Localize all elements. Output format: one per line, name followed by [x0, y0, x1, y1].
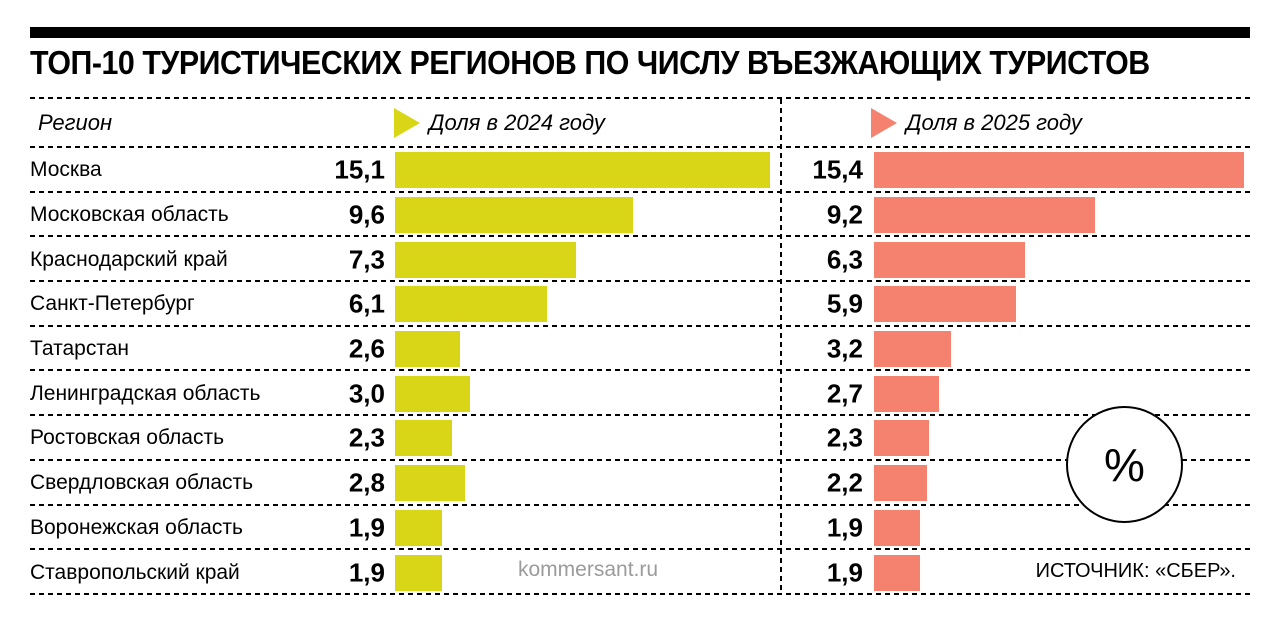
- value-2025: 2,3: [826, 422, 863, 453]
- region-label: Ставропольский край: [30, 560, 240, 584]
- legend-2024-label: Доля в 2024 году: [429, 109, 605, 135]
- value-2024: 6,1: [348, 288, 385, 319]
- page-title: ТОП-10 ТУРИСТИЧЕСКИХ РЕГИОНОВ ПО ЧИСЛУ В…: [30, 44, 1150, 81]
- region-label: Ленинградская область: [30, 381, 261, 405]
- bar-2025: [874, 152, 1244, 189]
- value-2025: 2,2: [826, 467, 863, 498]
- value-2025: 2,7: [826, 378, 863, 409]
- bar-2024: [395, 509, 443, 546]
- region-label: Ростовская область: [30, 426, 225, 450]
- region-label: Московская область: [30, 203, 229, 227]
- column-separator: [780, 99, 782, 595]
- divider-under-header: [30, 146, 1250, 148]
- legend-2025-label: Доля в 2025 году: [906, 109, 1082, 135]
- bar-2025: [874, 375, 939, 412]
- value-2024: 2,8: [348, 467, 385, 498]
- bar-2025: [874, 331, 951, 368]
- watermark: kommersant.ru: [518, 558, 659, 581]
- region-label: Краснодарский край: [30, 247, 228, 271]
- bar-2024: [395, 152, 770, 189]
- chart-row: Ленинградская область 3,0 2,7: [0, 371, 1280, 416]
- value-2025: 1,9: [826, 557, 863, 588]
- value-2024: 3,0: [348, 378, 385, 409]
- bar-2025: [874, 241, 1026, 278]
- chart-row: Ростовская область 2,3 2,3: [0, 416, 1280, 461]
- divider-under-title: [30, 97, 1250, 99]
- bar-2024: [395, 465, 465, 502]
- bar-2024: [395, 331, 460, 368]
- value-2024: 1,9: [348, 512, 385, 543]
- bar-2024: [395, 554, 443, 591]
- region-column-label: Регион: [38, 109, 113, 135]
- value-2025: 3,2: [826, 333, 863, 364]
- region-label: Татарстан: [30, 337, 130, 361]
- value-2025: 6,3: [826, 244, 863, 275]
- bar-2024: [395, 420, 453, 457]
- chart-row: Татарстан 2,6 3,2: [0, 327, 1280, 372]
- bar-2024: [395, 286, 547, 323]
- region-label: Санкт-Петербург: [30, 292, 195, 316]
- bar-2025: [874, 197, 1095, 234]
- legend-2024-marker-icon: [394, 107, 420, 138]
- bar-2024: [395, 375, 470, 412]
- value-2024: 1,9: [348, 557, 385, 588]
- value-2024: 2,6: [348, 333, 385, 364]
- value-2025: 5,9: [826, 288, 863, 319]
- value-2025: 15,4: [812, 154, 863, 185]
- source-credit: ИСТОЧНИК: «СБЕР».: [1035, 560, 1236, 582]
- chart-row: Краснодарский край 7,3 6,3: [0, 237, 1280, 282]
- value-2025: 1,9: [826, 512, 863, 543]
- value-2025: 9,2: [826, 199, 863, 230]
- bar-2025: [874, 286, 1016, 323]
- bar-2025: [874, 465, 927, 502]
- region-label: Воронежская область: [30, 515, 243, 539]
- bar-2024: [395, 241, 577, 278]
- chart-header: Регион Доля в 2024 году Доля в 2025 году: [0, 99, 1280, 146]
- value-2024: 15,1: [334, 154, 385, 185]
- value-2024: 2,3: [348, 422, 385, 453]
- chart-row: Москва 15,1 15,4: [0, 148, 1280, 193]
- region-label: Свердловская область: [30, 471, 254, 495]
- bar-2025: [874, 509, 920, 546]
- percent-badge-symbol: %: [1104, 438, 1145, 491]
- legend-2024: Доля в 2024 году: [394, 107, 605, 138]
- chart-row: Московская область 9,6 9,2: [0, 193, 1280, 238]
- legend-2025-marker-icon: [871, 107, 897, 138]
- chart-row: Свердловская область 2,8 2,2: [0, 461, 1280, 506]
- legend-2025: Доля в 2025 году: [871, 107, 1082, 138]
- region-label: Москва: [30, 158, 102, 182]
- value-2024: 9,6: [348, 199, 385, 230]
- chart-row: Санкт-Петербург 6,1 5,9: [0, 282, 1280, 327]
- percent-badge: %: [1066, 406, 1183, 523]
- chart-rows: Москва 15,1 15,4 Московская область 9,6 9,2 Кр…: [0, 148, 1280, 595]
- bar-2025: [874, 420, 930, 457]
- chart-row: Воронежская область 1,9 1,9: [0, 506, 1280, 551]
- bar-2024: [395, 197, 634, 234]
- value-2024: 7,3: [348, 244, 385, 275]
- top-rule: [30, 27, 1250, 38]
- bar-2025: [874, 554, 920, 591]
- chart-row: Ставропольский край 1,9 1,9: [0, 550, 1280, 595]
